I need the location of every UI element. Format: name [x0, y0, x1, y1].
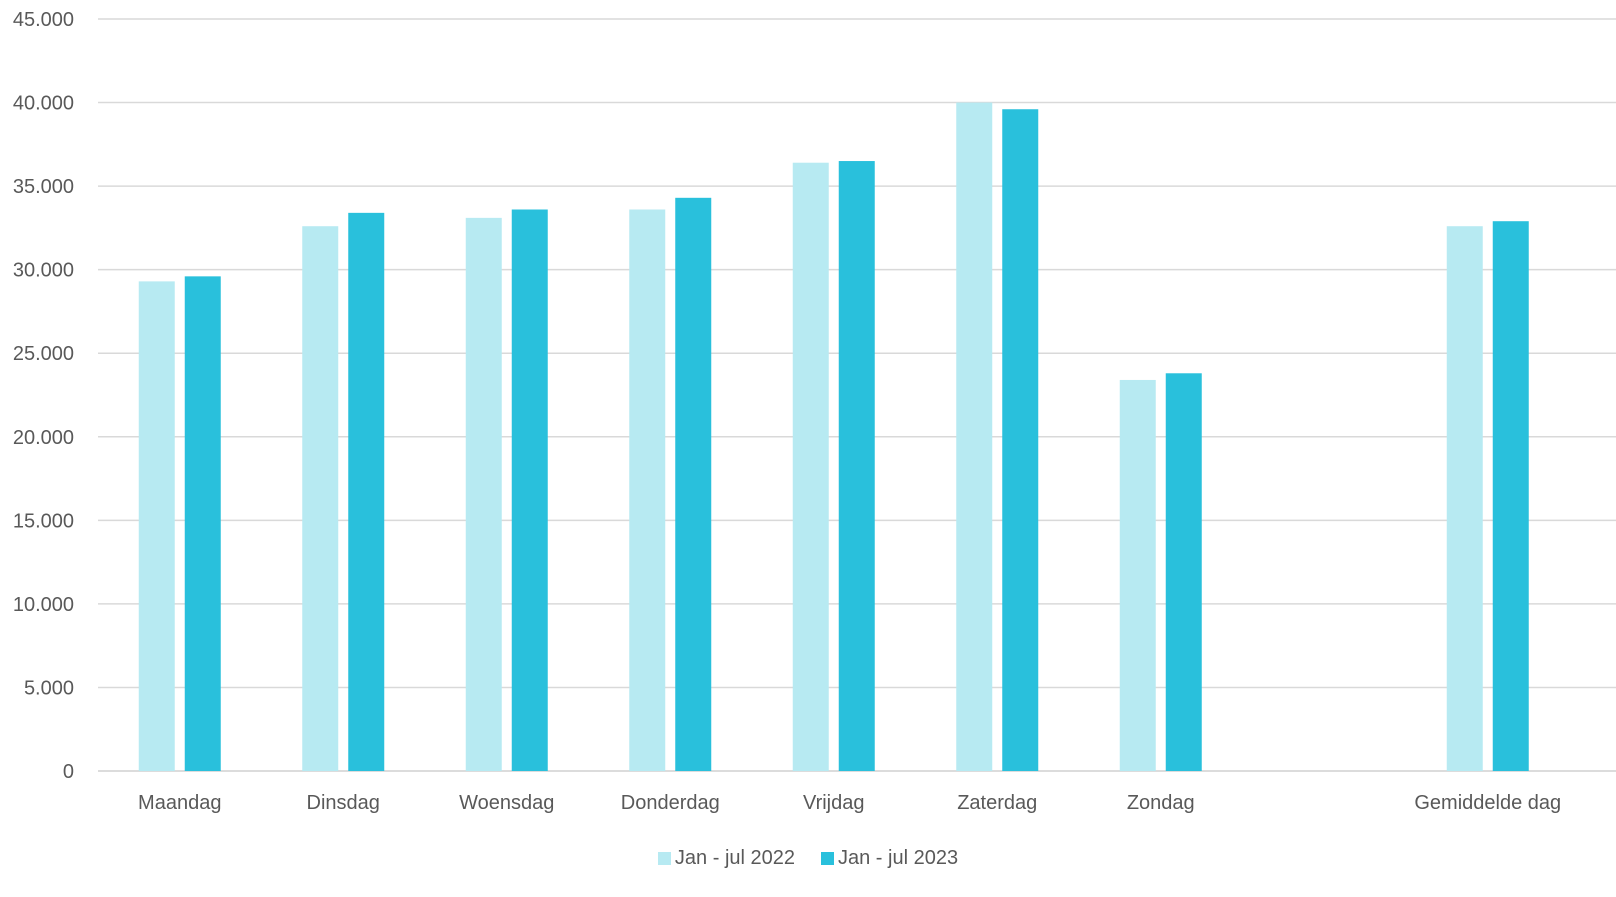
x-tick-label: Zaterdag	[957, 792, 1037, 814]
bar-2022	[465, 217, 502, 771]
bar-2023	[511, 209, 548, 772]
bar-2023	[838, 161, 875, 772]
x-tick-label: Woensdag	[459, 792, 554, 814]
legend-item-2023: Jan - jul 2023	[821, 847, 958, 870]
y-tick-label: 30.000	[13, 260, 74, 282]
bar-2022	[629, 209, 666, 772]
y-tick-label: 5.000	[24, 677, 74, 699]
y-tick-label: 15.000	[13, 510, 74, 532]
bar-2023	[184, 276, 221, 771]
legend-label-2022: Jan - jul 2022	[674, 847, 795, 869]
y-tick-label: 45.000	[13, 9, 74, 31]
x-tick-label: Vrijdag	[803, 792, 865, 814]
y-tick-label: 0	[63, 761, 74, 783]
legend-item-2022: Jan - jul 2022	[657, 847, 795, 870]
bar-2022	[792, 162, 829, 771]
bar-2023	[675, 197, 712, 771]
x-axis-ticks: Maandag Dinsdag Woensdag Donderdag Vrijdag Za…	[138, 792, 1561, 814]
bar-2022	[138, 281, 175, 771]
x-tick-label: Zondag	[1127, 792, 1195, 814]
bar-2022	[1446, 226, 1483, 771]
x-tick-label: Gemiddelde dag	[1414, 792, 1561, 814]
y-tick-label: 10.000	[13, 594, 74, 616]
y-tick-label: 40.000	[13, 93, 74, 115]
bar-2022	[956, 102, 993, 772]
bar-2023	[1002, 109, 1039, 772]
bar-2023	[1165, 373, 1202, 771]
bar-2022	[302, 226, 339, 771]
x-tick-label: Dinsdag	[307, 792, 380, 814]
legend-label-2023: Jan - jul 2023	[838, 847, 959, 869]
y-axis-ticks: 0 5.000 10.000 15.000 20.000 25.000 30.000 35.0…	[13, 9, 74, 783]
legend-swatch-2022	[657, 852, 671, 865]
bar-2023	[348, 212, 385, 772]
y-tick-label: 25.000	[13, 343, 74, 365]
x-tick-label: Maandag	[138, 792, 221, 814]
bar-2022	[1119, 379, 1156, 771]
x-tick-label: Donderdag	[621, 792, 720, 814]
bars	[138, 102, 1529, 772]
bar-2023	[1492, 221, 1529, 771]
legend-swatch-2023	[821, 852, 834, 865]
y-tick-label: 35.000	[13, 176, 74, 198]
y-tick-label: 20.000	[13, 427, 74, 449]
legend: Jan - jul 2022 Jan - jul 2023	[0, 847, 1616, 870]
